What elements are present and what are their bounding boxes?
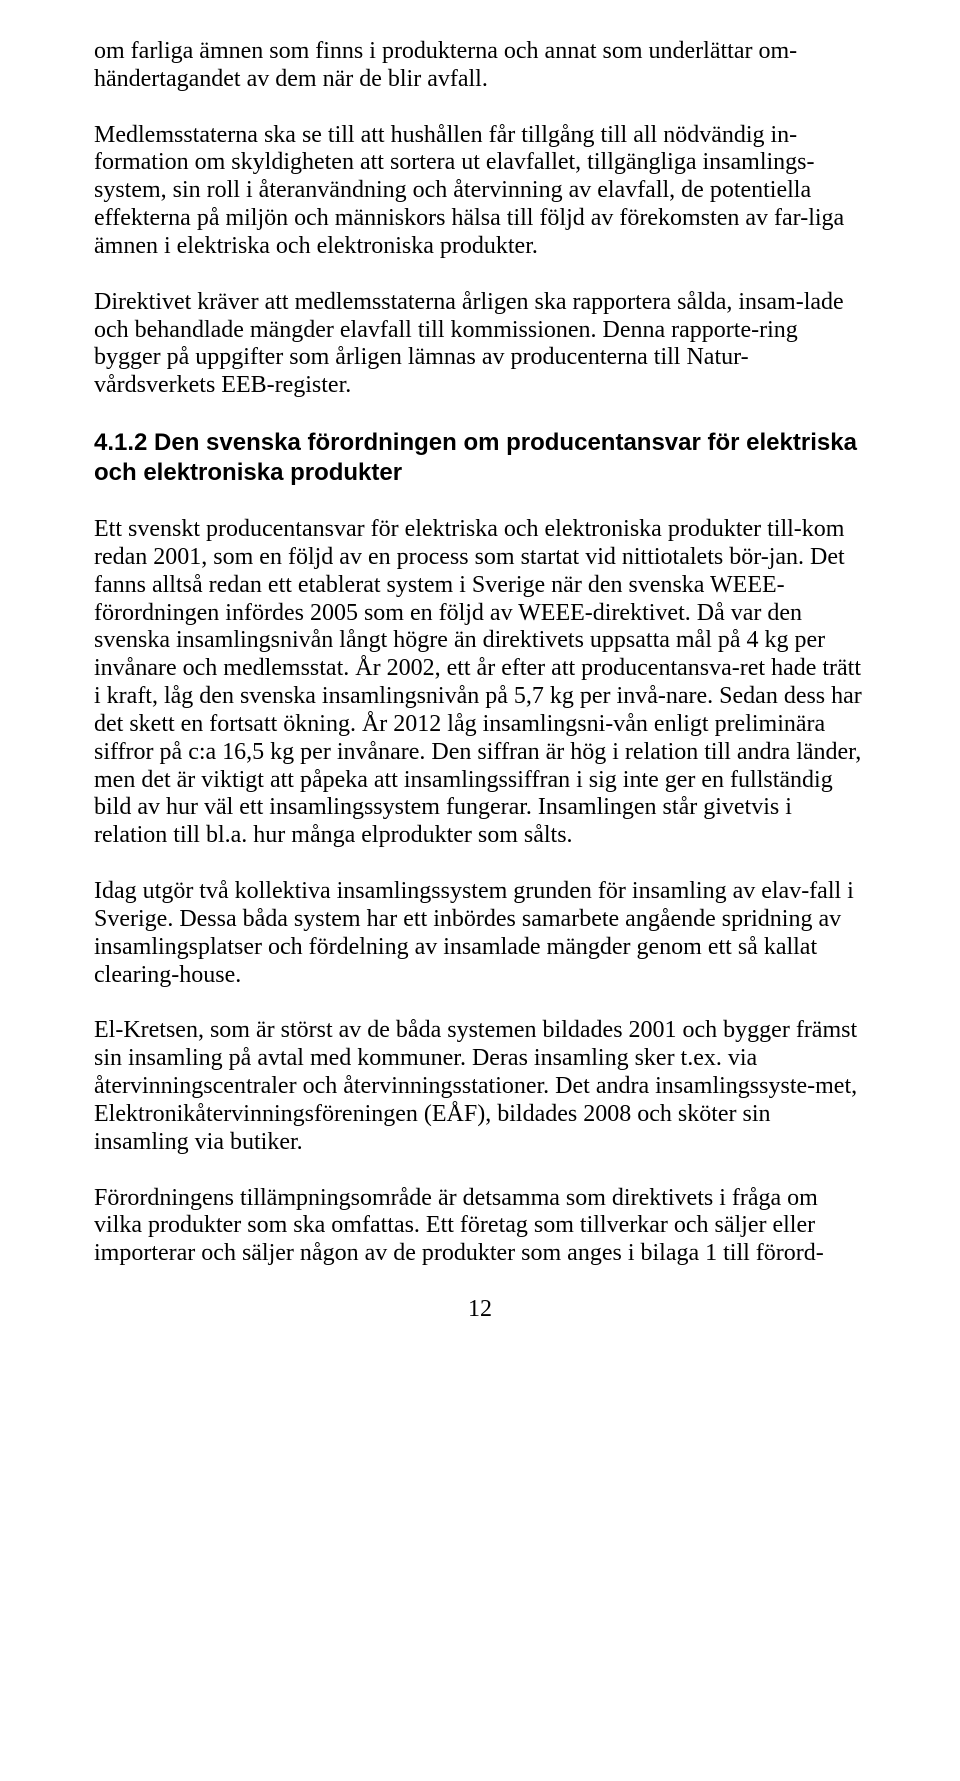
section-heading: 4.1.2 Den svenska förordningen om produc… bbox=[94, 428, 866, 488]
body-paragraph: Förordningens tillämpningsområde är dets… bbox=[94, 1185, 866, 1268]
body-paragraph: Direktivet kräver att medlemsstaterna år… bbox=[94, 289, 866, 400]
body-paragraph: Ett svenskt producentansvar för elektris… bbox=[94, 516, 866, 850]
body-paragraph: El-Kretsen, som är störst av de båda sys… bbox=[94, 1017, 866, 1156]
body-paragraph: om farliga ämnen som finns i produkterna… bbox=[94, 38, 866, 94]
page-number: 12 bbox=[94, 1296, 866, 1324]
body-paragraph: Medlemsstaterna ska se till att hushålle… bbox=[94, 122, 866, 261]
body-paragraph: Idag utgör två kollektiva insamlingssyst… bbox=[94, 878, 866, 989]
